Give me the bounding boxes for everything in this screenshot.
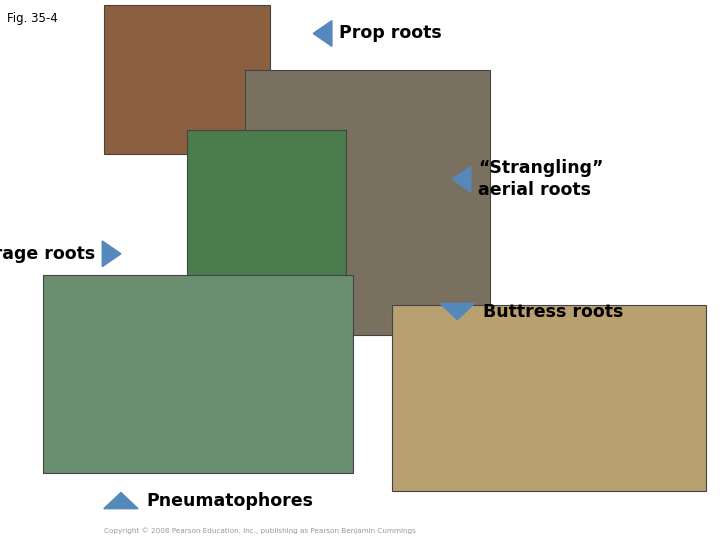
Text: Copyright © 2008 Pearson Education, Inc., publishing as Pearson Benjamin Cumming: Copyright © 2008 Pearson Education, Inc.…: [104, 527, 416, 534]
Text: Fig. 35-4: Fig. 35-4: [7, 12, 58, 25]
Text: Storage roots: Storage roots: [0, 245, 95, 263]
Text: “Strangling”
aerial roots: “Strangling” aerial roots: [478, 159, 603, 199]
Bar: [104, 5, 270, 154]
Polygon shape: [102, 241, 121, 267]
Text: Pneumatophores: Pneumatophores: [147, 491, 314, 510]
Polygon shape: [440, 303, 474, 320]
Polygon shape: [452, 166, 471, 192]
Polygon shape: [104, 492, 138, 509]
Bar: [43, 275, 353, 472]
Text: Prop roots: Prop roots: [339, 24, 442, 43]
Bar: [392, 305, 706, 491]
Text: Buttress roots: Buttress roots: [483, 302, 624, 321]
Polygon shape: [313, 21, 332, 46]
Bar: [187, 130, 346, 381]
Bar: [245, 70, 490, 335]
